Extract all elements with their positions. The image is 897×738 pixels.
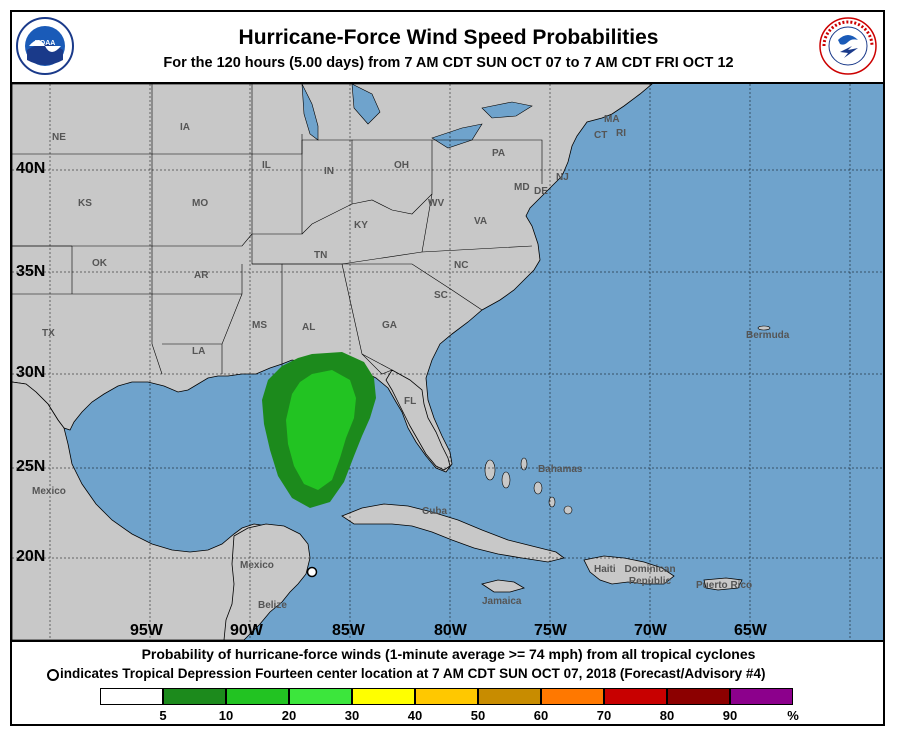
lon-label-90w: 90W <box>230 622 263 639</box>
legend-label: 70 <box>596 708 612 723</box>
legend-swatch <box>415 688 478 705</box>
legend-label: 60 <box>533 708 549 723</box>
state-label-ma: MA <box>604 114 620 125</box>
legend-swatch <box>604 688 667 705</box>
state-label-in: IN <box>324 166 334 177</box>
latlon-grid <box>12 84 883 640</box>
lon-label-65w: 65W <box>734 622 767 639</box>
map-area[interactable]: 40N 35N 30N 25N 20N 95W 90W 85W 80W 75W … <box>12 82 883 642</box>
legend-swatch <box>163 688 226 705</box>
legend-label: 5 <box>159 708 167 723</box>
state-label-fl: FL <box>404 396 417 407</box>
state-label-ar: AR <box>194 270 209 281</box>
legend-swatch <box>289 688 352 705</box>
cuba <box>341 503 565 563</box>
lon-label-95w: 95W <box>130 622 163 639</box>
legend-label: % <box>787 708 799 723</box>
legend-swatch <box>226 688 289 705</box>
state-label-tn: TN <box>314 250 328 261</box>
state-label-nc: NC <box>454 260 469 271</box>
lat-label-40n: 40N <box>16 160 46 177</box>
state-label-wv: WV <box>428 198 445 209</box>
place-label-puerto-rico: Puerto Rico <box>696 580 753 591</box>
page-subtitle: For the 120 hours (5.00 days) from 7 AM … <box>163 55 734 71</box>
nws-logo-icon <box>819 17 877 75</box>
place-label-belize: Belize <box>258 600 287 611</box>
state-label-ga: GA <box>382 320 397 331</box>
state-borders <box>12 84 543 404</box>
state-label-md: MD <box>514 182 530 193</box>
state-label-ct: CT <box>594 130 608 141</box>
legend-swatch <box>478 688 541 705</box>
lon-label-70w: 70W <box>634 622 667 639</box>
legend-label: 30 <box>344 708 360 723</box>
lon-label-80w: 80W <box>434 622 467 639</box>
florida <box>385 369 451 471</box>
state-label-oh: OH <box>394 160 409 171</box>
state-label-ms: MS <box>252 320 267 331</box>
footer-caption: Probability of hurricane-force winds (1-… <box>141 646 756 662</box>
place-label-mexico-yucatan: Mexico <box>240 560 274 571</box>
state-label-ky: KY <box>354 220 368 231</box>
legend-label: 20 <box>281 708 297 723</box>
state-label-nj: NJ <box>556 172 569 183</box>
map-frame <box>10 10 885 726</box>
legend-swatch <box>352 688 415 705</box>
legend-swatch <box>100 688 163 705</box>
legend-label: 10 <box>218 708 234 723</box>
footer-storm-note-text: indicates Tropical Depression Fourteen c… <box>60 666 766 681</box>
lon-label-85w: 85W <box>332 622 365 639</box>
place-label-jamaica: Jamaica <box>482 596 522 607</box>
jamaica <box>481 579 525 593</box>
state-label-pa: PA <box>492 148 506 159</box>
lat-label-35n: 35N <box>16 263 46 280</box>
state-label-ia: IA <box>180 122 190 133</box>
us-landmass <box>12 84 653 473</box>
state-label-tx: TX <box>42 328 55 339</box>
state-label-ne: NE <box>52 132 66 143</box>
legend-label: 50 <box>470 708 486 723</box>
legend-label: 90 <box>722 708 738 723</box>
legend-swatch <box>541 688 604 705</box>
yucatan <box>223 523 311 640</box>
lat-label-30n: 30N <box>16 364 46 381</box>
great-lakes <box>301 84 533 149</box>
bermuda-island <box>757 325 771 331</box>
lat-label-20n: 20N <box>16 548 46 565</box>
storm-center-marker <box>306 566 318 578</box>
bahamas-islands <box>484 457 573 515</box>
state-label-va: VA <box>474 216 488 227</box>
lon-label-75w: 75W <box>534 622 567 639</box>
prob-contour-10-20 <box>286 370 356 490</box>
legend-swatch <box>730 688 793 705</box>
footer-storm-note: indicates Tropical Depression Fourteen c… <box>46 666 765 681</box>
legend-label: 40 <box>407 708 423 723</box>
puerto-rico <box>703 577 743 591</box>
state-label-ok: OK <box>92 258 107 269</box>
state-label-la: LA <box>192 346 206 357</box>
noaa-logo-icon: NOAA <box>16 17 74 75</box>
state-label-il: IL <box>262 160 271 171</box>
storm-center-legend-icon <box>47 669 59 681</box>
place-label-bermuda: Bermuda <box>746 330 790 341</box>
state-label-al: AL <box>302 322 316 333</box>
state-label-ri: RI <box>616 128 626 139</box>
place-label-haiti: Haiti <box>594 564 616 575</box>
lat-label-25n: 25N <box>16 458 46 475</box>
place-label-cuba: Cuba <box>422 506 447 517</box>
place-label-bahamas: Bahamas <box>538 464 583 475</box>
legend-swatch <box>667 688 730 705</box>
state-label-mo: MO <box>192 198 209 209</box>
legend-label: 80 <box>659 708 675 723</box>
place-label-dominican-republic: Dominican Republic <box>624 564 676 587</box>
state-label-ks: KS <box>78 198 92 209</box>
state-label-sc: SC <box>434 290 448 301</box>
state-label-de: DE <box>534 186 548 197</box>
page-title: Hurricane-Force Wind Speed Probabilities <box>238 26 659 49</box>
svg-text:NOAA: NOAA <box>35 40 56 47</box>
place-label-mexico-west: Mexico <box>32 486 66 497</box>
map-svg <box>12 84 883 640</box>
